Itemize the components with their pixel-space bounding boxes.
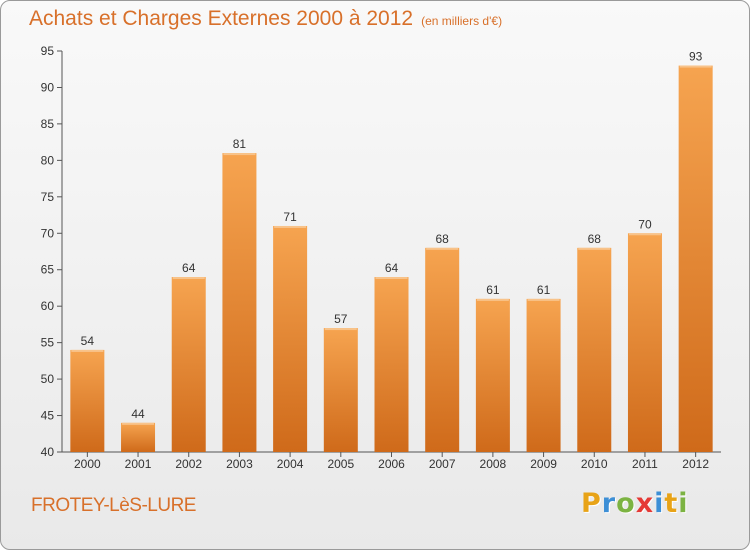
bar-value-label: 61: [537, 283, 551, 297]
bar-highlight: [527, 298, 560, 301]
logo-letter: i: [654, 488, 665, 519]
bar-highlight: [628, 233, 661, 236]
chart-title: Achats et Charges Externes 2000 à 2012 (e…: [29, 7, 502, 31]
x-tick-label: 2006: [378, 457, 405, 471]
logo-letter: r: [601, 488, 617, 519]
y-tick-label: 45: [41, 409, 55, 423]
bar: [171, 277, 206, 452]
x-tick-label: 2007: [429, 457, 456, 471]
bar-highlight: [122, 422, 155, 425]
y-tick-label: 60: [41, 299, 55, 313]
bar: [526, 298, 561, 452]
proxiti-logo: Proxiti: [581, 488, 689, 519]
bar-highlight: [578, 247, 611, 250]
y-tick-label: 75: [41, 190, 55, 204]
bar: [577, 247, 612, 452]
town-name: FROTEY-LèS-LURE: [31, 495, 196, 516]
bar-value-label: 81: [233, 137, 247, 151]
bar-value-label: 71: [283, 210, 297, 224]
bar: [222, 153, 257, 452]
bar: [323, 328, 358, 452]
bar-value-label: 93: [689, 50, 703, 64]
bar-highlight: [172, 277, 205, 280]
y-tick-label: 70: [41, 226, 55, 240]
x-tick-label: 2000: [74, 457, 101, 471]
title-unit: (en milliers d'€): [421, 14, 503, 28]
bar-value-label: 68: [436, 232, 450, 246]
bar: [374, 277, 409, 452]
y-tick-label: 55: [41, 336, 55, 350]
bar-highlight: [679, 65, 712, 68]
logo-letter: t: [664, 488, 679, 519]
y-tick-label: 85: [41, 117, 55, 131]
bar: [475, 298, 510, 452]
logo-letter: x: [635, 488, 655, 519]
bar: [627, 233, 662, 452]
bar-highlight: [375, 277, 408, 280]
bar-highlight: [223, 153, 256, 156]
y-tick-label: 50: [41, 372, 55, 386]
bar-highlight: [274, 225, 307, 228]
bar: [425, 247, 460, 452]
x-tick-label: 2010: [581, 457, 608, 471]
bar: [70, 349, 105, 452]
x-tick-label: 2009: [530, 457, 557, 471]
title-text: Achats et Charges Externes 2000 à 2012: [29, 7, 414, 30]
bar-value-label: 68: [588, 232, 602, 246]
x-tick-label: 2011: [632, 457, 658, 471]
bar-highlight: [426, 247, 459, 250]
x-tick-label: 2001: [125, 457, 152, 471]
y-tick-label: 90: [41, 80, 55, 94]
x-tick-label: 2003: [226, 457, 253, 471]
bar: [678, 65, 713, 452]
bar-value-label: 61: [486, 283, 500, 297]
bar-value-label: 54: [81, 334, 95, 348]
bar-highlight: [324, 328, 357, 331]
x-tick-label: 2004: [277, 457, 304, 471]
bar-value-label: 57: [334, 312, 348, 326]
bar-value-label: 64: [385, 261, 399, 275]
y-tick-label: 95: [41, 44, 55, 58]
logo-letter: o: [616, 488, 636, 519]
bar-highlight: [476, 298, 509, 301]
bar: [121, 422, 156, 452]
y-tick-label: 80: [41, 153, 55, 167]
bar-highlight: [71, 349, 104, 352]
x-tick-label: 2002: [175, 457, 202, 471]
logo-letter: P: [581, 488, 602, 519]
bar: [273, 225, 308, 452]
bar-value-label: 70: [638, 217, 652, 231]
logo-letter: i: [678, 488, 689, 519]
x-tick-label: 2012: [682, 457, 709, 471]
y-tick-label: 65: [41, 263, 55, 277]
y-tick-label: 40: [41, 445, 55, 459]
bar-value-label: 64: [182, 261, 196, 275]
x-tick-label: 2008: [480, 457, 507, 471]
x-tick-label: 2005: [327, 457, 354, 471]
bar-value-label: 44: [131, 407, 145, 421]
